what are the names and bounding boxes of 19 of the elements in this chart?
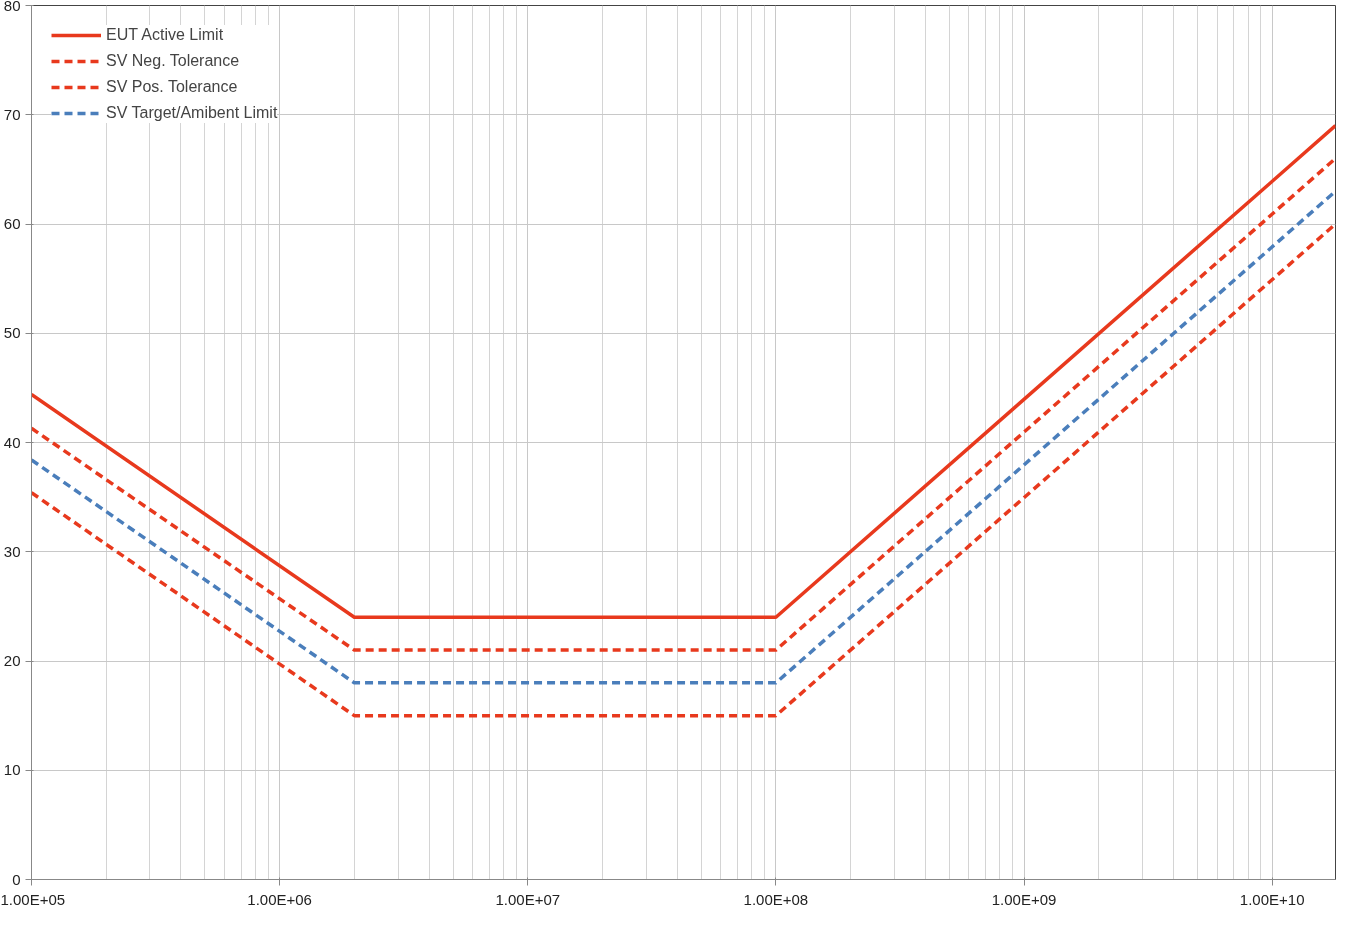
legend-label: EUT Active Limit — [106, 26, 224, 44]
x-tick-label: 1.00E+08 — [743, 890, 809, 908]
legend-label: SV Neg. Tolerance — [106, 52, 240, 70]
y-tick-label: 60 — [3, 215, 21, 232]
legend-label: SV Pos. Tolerance — [106, 78, 238, 96]
legend-label: SV Target/Amibent Limit — [106, 104, 278, 122]
y-tick-label: 20 — [3, 652, 21, 669]
x-tick-label: 1.00E+05 — [0, 890, 66, 908]
y-tick-label: 80 — [3, 0, 21, 14]
x-tick-label: 1.00E+09 — [991, 890, 1057, 908]
x-tick-label: 1.00E+10 — [1239, 890, 1305, 908]
y-tick-label: 50 — [3, 324, 21, 342]
y-tick-label: 40 — [3, 433, 21, 451]
x-tick-label: 1.00E+06 — [247, 890, 312, 908]
y-tick-label: 30 — [3, 542, 21, 560]
x-tick-label: 1.00E+07 — [495, 890, 561, 908]
y-tick-label: 70 — [3, 105, 21, 123]
y-tick-label: 10 — [3, 761, 21, 779]
y-tick-label: 0 — [12, 870, 21, 888]
